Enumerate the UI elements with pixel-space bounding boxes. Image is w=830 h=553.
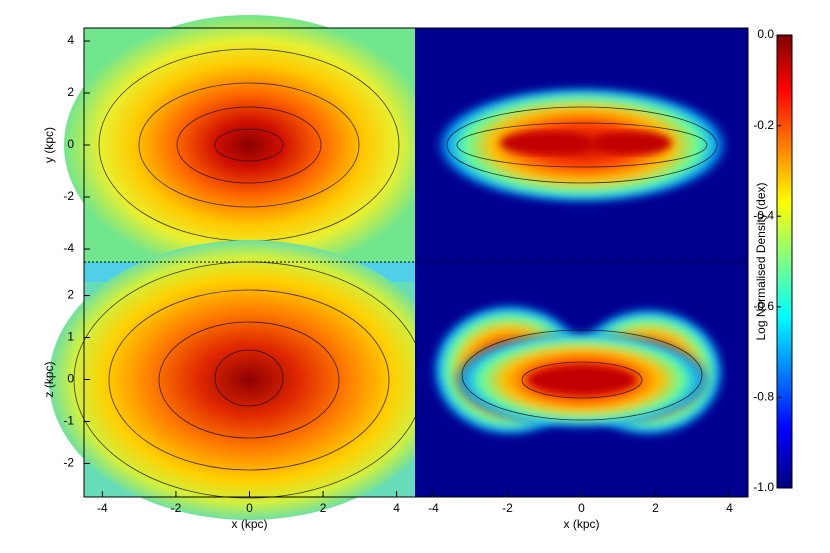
- colorbar-label: Log Normalised Density (dex): [754, 182, 768, 340]
- x-tick-label: 0: [578, 501, 585, 515]
- y-tick-label: 2: [67, 288, 74, 302]
- tick-label: -0.4: [753, 208, 774, 222]
- panel-top-left: [64, 15, 434, 275]
- y-tick-label: -2: [63, 456, 74, 470]
- y-tick-label: -1: [63, 414, 74, 428]
- x-tick-label: 2: [652, 501, 659, 515]
- x-tick-label: -4: [97, 501, 108, 515]
- x-axis-label: x (kpc): [564, 517, 600, 531]
- x-tick-label: 4: [393, 501, 400, 515]
- x-tick-label: 4: [726, 501, 733, 515]
- x-tick-label: 0: [246, 501, 253, 515]
- x-tick-label: -2: [502, 501, 513, 515]
- y-tick-label: -2: [63, 189, 74, 203]
- x-axis-label: x (kpc): [232, 517, 268, 531]
- x-tick-label: -4: [428, 501, 439, 515]
- x-tick-label: 2: [320, 501, 327, 515]
- y-tick-label: 4: [67, 33, 74, 47]
- y-tick-label: -4: [63, 241, 74, 255]
- y-axis-label: y (kpc): [42, 127, 56, 163]
- panel-bottom-right: [415, 262, 748, 497]
- y-tick-label: 0: [67, 137, 74, 151]
- y-axis-label: z (kpc): [42, 361, 56, 397]
- x-tick-label: -2: [171, 501, 182, 515]
- tick-label: -0.8: [753, 390, 774, 404]
- panel-bottom-left: [49, 240, 449, 520]
- tick-label: -1.0: [753, 480, 774, 494]
- tick-label: 0.0: [757, 27, 774, 41]
- tick-label: -0.2: [753, 118, 774, 132]
- colorbar: [776, 34, 793, 489]
- y-tick-label: 1: [67, 330, 74, 344]
- panel-top-right: [415, 28, 748, 262]
- y-tick-label: 2: [67, 85, 74, 99]
- tick-label: -0.6: [753, 299, 774, 313]
- y-tick-label: 0: [67, 372, 74, 386]
